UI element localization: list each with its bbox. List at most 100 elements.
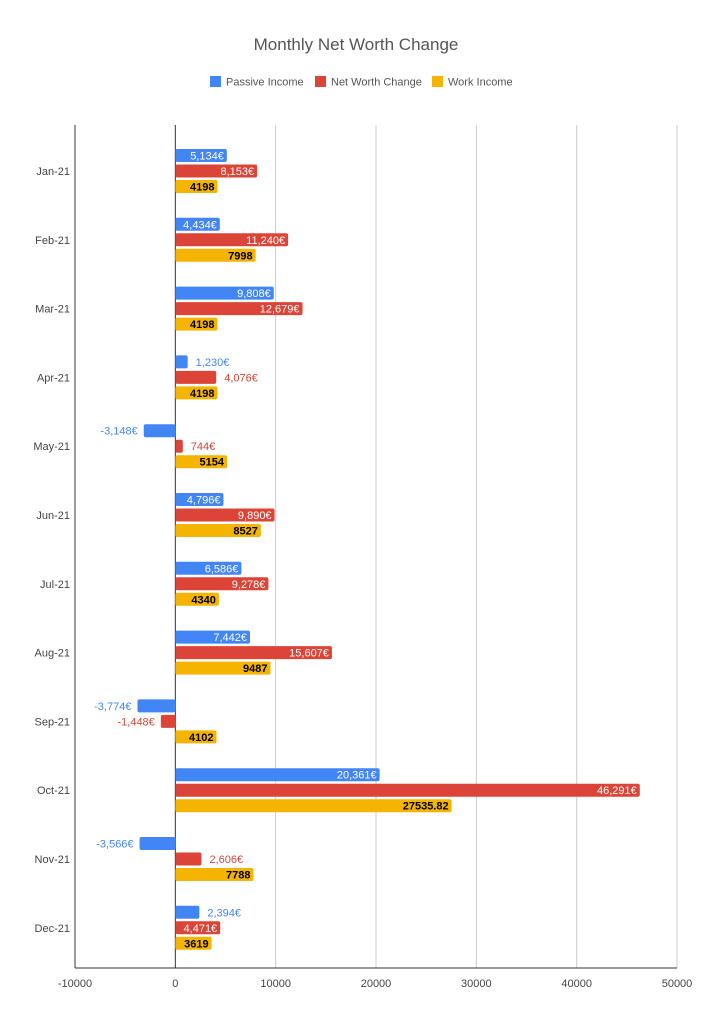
bar-passive-income (175, 149, 227, 162)
category-label: Sep-21 (35, 716, 70, 728)
bar-work-income (175, 455, 228, 469)
data-label: -1,448€ (117, 716, 154, 728)
bar-net-worth-change (160, 714, 176, 728)
category-label: Feb-21 (35, 235, 70, 247)
x-tick-labels: -10000 0 10000 20000 30000 40000 50000 (58, 978, 692, 990)
data-label: -3,566€ (96, 839, 133, 851)
grid-lines (74, 125, 678, 969)
data-label: 4198 (190, 319, 214, 331)
bar-work-income (175, 936, 212, 950)
legend-swatch (210, 76, 221, 87)
data-label: 27535.82 (403, 801, 449, 813)
data-label: 20,361€ (337, 770, 377, 782)
data-label: -3,774€ (94, 701, 131, 713)
data-label: 8527 (233, 526, 257, 538)
bar-passive-income (175, 630, 251, 644)
bar-work-income (175, 524, 261, 537)
data-label: 5154 (200, 457, 225, 469)
bar-passive-income (137, 699, 176, 713)
data-label: 2,394€ (207, 907, 241, 919)
bar-work-income (175, 386, 218, 400)
category-label: Jul-21 (40, 579, 70, 591)
data-label: 9,890€ (238, 510, 272, 522)
bars-layer: 5,134€ 8,153€ 4198 4,434€ 11,240€ 7998 9,808€ 1… (94, 149, 640, 950)
data-label: 1,230€ (196, 357, 230, 369)
legend-label: Work Income (448, 77, 513, 89)
x-tick-label: 50000 (662, 978, 693, 990)
data-label: 3619 (184, 938, 208, 950)
data-label: 11,240€ (246, 235, 285, 247)
data-label: 2,606€ (209, 854, 243, 866)
data-label: 12,679€ (260, 304, 300, 316)
data-label: 744€ (191, 441, 215, 453)
bar-passive-income (175, 905, 200, 919)
data-label: 46,291€ (597, 785, 637, 797)
category-label: Oct-21 (37, 785, 70, 797)
category-label: Jan-21 (36, 166, 70, 178)
bar-net-worth-change (175, 577, 269, 591)
data-label: 7998 (228, 250, 252, 262)
x-tick-label: 30000 (461, 978, 492, 990)
chart-legend: Passive Income Net Worth Change Work Incom… (210, 76, 513, 89)
category-label: Aug-21 (35, 648, 70, 660)
bar-work-income (175, 317, 218, 331)
bar-passive-income (175, 561, 242, 575)
bar-work-income (175, 661, 271, 675)
data-label: 8,153€ (220, 166, 254, 178)
data-label: 4102 (189, 732, 213, 744)
data-label: 9487 (243, 663, 267, 675)
data-label: 6,586€ (205, 563, 239, 575)
data-label: -3,148€ (100, 426, 137, 438)
bar-net-worth-change (175, 439, 183, 453)
data-label: 9,808€ (237, 288, 271, 300)
bar-passive-income (175, 217, 220, 231)
bar-net-worth-change (175, 302, 303, 316)
category-label: Mar-21 (35, 304, 70, 316)
bar-net-worth-change (175, 164, 258, 178)
data-label: 4,796€ (187, 495, 221, 507)
data-label: 15,607€ (289, 648, 329, 660)
bar-passive-income (175, 768, 380, 782)
bar-net-worth-change (175, 783, 640, 797)
data-label: 4,076€ (224, 372, 258, 384)
data-label: 9,278€ (232, 579, 266, 591)
bar-work-income (175, 799, 452, 813)
category-label: May-21 (33, 441, 70, 453)
legend-swatch (315, 76, 326, 87)
category-label: Nov-21 (35, 854, 70, 866)
bar-net-worth-change (175, 508, 275, 522)
bar-work-income (175, 180, 218, 193)
category-label: Jun-21 (36, 510, 70, 522)
bar-net-worth-change (175, 921, 221, 935)
data-label: 7,442€ (213, 632, 247, 644)
bar-work-income (175, 248, 256, 262)
data-label: 4340 (191, 594, 215, 606)
data-label: 4198 (190, 388, 214, 400)
legend-label: Net Worth Change (331, 77, 422, 89)
bar-work-income (175, 730, 217, 744)
x-tick-label: 20000 (361, 978, 392, 990)
category-label: Apr-21 (37, 372, 70, 384)
bar-passive-income (175, 493, 224, 506)
legend-label: Passive Income (226, 77, 304, 89)
bar-net-worth-change (175, 233, 289, 247)
x-tick-label: 10000 (260, 978, 291, 990)
bar-passive-income (143, 424, 176, 438)
data-label: 4198 (190, 182, 214, 194)
bar-net-worth-change (175, 646, 332, 660)
data-label: 4,471€ (184, 923, 218, 935)
bar-passive-income (175, 286, 274, 300)
category-label: Dec-21 (35, 923, 70, 935)
bar-net-worth-change (175, 370, 217, 384)
data-label: 5,134€ (190, 151, 224, 163)
bar-net-worth-change (175, 852, 202, 866)
x-tick-label: 40000 (561, 978, 592, 990)
x-tick-label: -10000 (58, 978, 92, 990)
bar-work-income (175, 868, 254, 881)
bar-passive-income (139, 837, 176, 850)
bar-passive-income (175, 355, 188, 369)
data-label: 4,434€ (183, 219, 217, 231)
x-tick-label: 0 (172, 978, 178, 990)
